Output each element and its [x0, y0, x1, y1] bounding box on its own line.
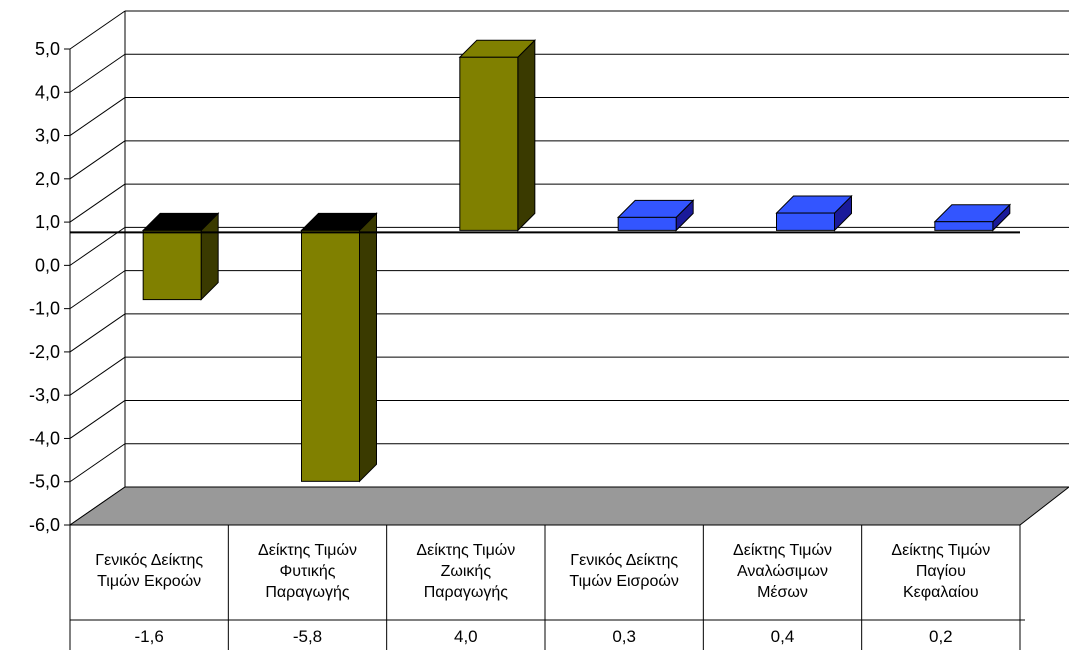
gridline-side [69, 400, 126, 439]
category-label: Γενικός Δείκτης [570, 552, 678, 569]
y-axis: 5,0 4,0 3,0 2,0 1,0 0,0 -1,0 -2,0 -3,0 -4,0 -5,0 -6… [29, 39, 71, 535]
y-tick-label: 5,0 [35, 39, 60, 59]
category-label: Δείκτης Τιμών [891, 542, 990, 559]
category-label: Τιμών Εκροών [97, 573, 201, 590]
category-label: Μέσων [757, 584, 808, 601]
category-label: Παραγωγής [265, 584, 350, 601]
bars [141, 39, 1012, 483]
gridline-side [69, 313, 126, 353]
chart-floor [68, 486, 1069, 526]
y-tick-label: 1,0 [35, 212, 60, 232]
gridline-side [69, 183, 126, 223]
gridlines [69, 10, 1069, 526]
category-label: Δείκτης Τιμών [258, 542, 357, 559]
category-label: Τιμών Εισροών [569, 573, 678, 590]
gridline-side [69, 270, 126, 310]
bar [617, 216, 677, 231]
y-tick-label: -6,0 [29, 515, 60, 535]
category-label: Ζωικής [441, 563, 492, 580]
bar-side [517, 39, 536, 232]
floor-plane [68, 486, 1069, 526]
data-value-label: 4,0 [454, 627, 478, 646]
gridline-side [69, 356, 126, 396]
gridline-side [69, 97, 126, 136]
category-label: Παγίου [916, 563, 966, 580]
bar-side [359, 212, 377, 483]
data-value-label: 0,3 [612, 627, 636, 646]
bar [459, 56, 519, 231]
gridline-side [69, 53, 126, 93]
category-label: Κεφαλαίου [903, 584, 979, 601]
data-value-label: -1,6 [135, 627, 164, 646]
bar [934, 221, 994, 231]
category-label: Φυτικής [280, 563, 336, 580]
y-tick-label: -5,0 [29, 472, 60, 492]
category-label: Δείκτης Τιμών [416, 542, 515, 559]
bar [776, 212, 835, 231]
data-value-label: -5,8 [293, 627, 322, 646]
y-tick-label: -1,0 [29, 299, 60, 319]
category-label: Δείκτης Τιμών [733, 542, 832, 559]
bar [142, 229, 202, 301]
gridline-side [69, 140, 126, 180]
y-tick-label: 2,0 [35, 169, 60, 189]
gridline-side [69, 226, 126, 266]
category-label: Αναλώσιμων [737, 563, 828, 580]
gridline-side [69, 443, 126, 483]
data-value-label: 0,4 [771, 627, 795, 646]
category-label: Παραγωγής [424, 584, 509, 601]
y-tick-label: -2,0 [29, 342, 60, 362]
gridline-side [69, 10, 126, 50]
category-label: Γενικός Δείκτης [95, 552, 203, 569]
bar [301, 229, 360, 482]
y-tick-label: -4,0 [29, 428, 60, 448]
y-tick-label: -3,0 [29, 385, 60, 405]
y-tick-label: 0,0 [35, 255, 60, 275]
y-tick-label: 4,0 [35, 82, 60, 102]
data-table: Γενικός Δείκτης Τιμών Εκροών -1,6 Δείκτης Τ… [69, 525, 1025, 650]
data-value-label: 0,2 [929, 627, 953, 646]
y-tick-label: 3,0 [35, 126, 60, 146]
